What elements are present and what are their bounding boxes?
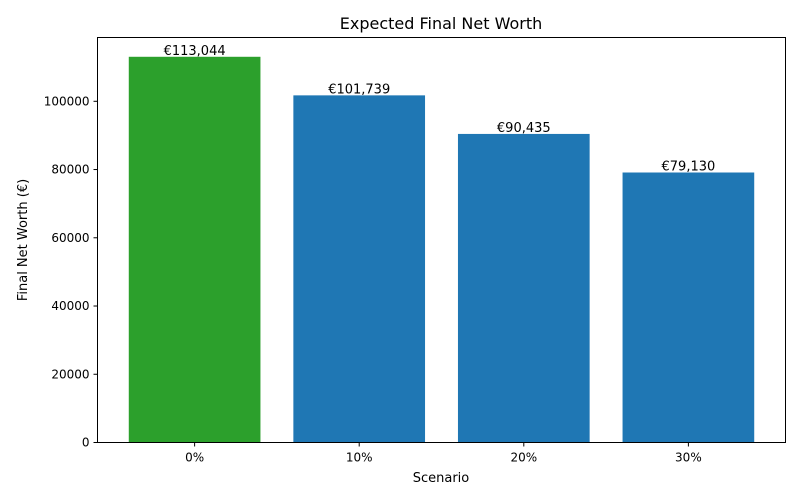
x-tick-label: 30% bbox=[675, 451, 702, 465]
y-tick-label: 60000 bbox=[51, 231, 89, 245]
bar bbox=[622, 172, 755, 443]
x-axis-label: Scenario bbox=[413, 471, 470, 486]
y-tick-label: 100000 bbox=[44, 94, 90, 108]
y-tick-label: 20000 bbox=[51, 367, 89, 381]
bar-value-label: €90,435 bbox=[497, 121, 551, 136]
chart-title: Expected Final Net Worth bbox=[340, 14, 543, 33]
x-tick-label: 20% bbox=[510, 451, 537, 465]
x-tick-label: 0% bbox=[185, 451, 204, 465]
bar bbox=[457, 133, 590, 443]
bar bbox=[128, 56, 261, 443]
bar bbox=[293, 95, 426, 443]
x-tick-label: 10% bbox=[346, 451, 373, 465]
y-tick-label: 80000 bbox=[51, 163, 89, 177]
plot-frame bbox=[97, 37, 786, 443]
y-tick-label: 0 bbox=[82, 436, 90, 450]
y-tick-label: 40000 bbox=[51, 299, 89, 313]
y-axis-label: Final Net Worth (€) bbox=[16, 179, 31, 301]
bar-value-label: €79,130 bbox=[662, 160, 716, 175]
bar-value-label: €113,044 bbox=[164, 44, 226, 59]
bar-value-label: €101,739 bbox=[328, 82, 390, 97]
